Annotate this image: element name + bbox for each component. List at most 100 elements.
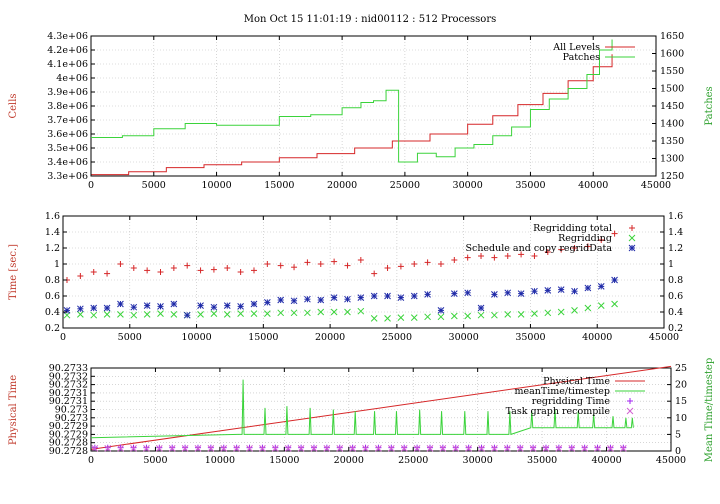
schedule-and-copy-regriddata-point-22 [357, 294, 365, 301]
task-graph-recompile-point-23 [387, 444, 395, 452]
x-tick-label: 20000 [334, 455, 364, 466]
regridding-total-point-9 [184, 262, 191, 269]
y2-tick-label: 1500 [660, 84, 684, 95]
regridding-point-41 [611, 300, 618, 308]
task-graph-recompile-point-36 [555, 444, 563, 452]
series-layer [90, 365, 672, 452]
task-graph-recompile-point-15 [284, 444, 292, 452]
schedule-and-copy-regriddata-point-35 [531, 287, 538, 295]
task-graph-recompile-point-7 [181, 444, 189, 452]
regridding-point-27 [424, 313, 431, 321]
legend-label-regridding-total: Regridding total [533, 223, 612, 234]
series-layer [63, 230, 618, 322]
schedule-and-copy-regriddata-point-30 [464, 289, 472, 297]
y2-tick-label: 15 [675, 396, 687, 407]
regridding-point-7 [157, 310, 164, 317]
x-tick-label: 10000 [201, 180, 231, 191]
regridding-total-point-19 [317, 261, 324, 267]
schedule-and-copy-regriddata-point-36 [544, 287, 552, 294]
legend-label-regridding-time: regridding Time [532, 396, 611, 407]
task-graph-recompile-point-19 [336, 444, 344, 452]
y-tick-label: 90.273 [55, 405, 88, 416]
all-levels-line [91, 54, 613, 176]
regridding-total-point-27 [424, 259, 431, 266]
regridding-total-point-10 [197, 267, 204, 274]
regridding-total-point-35 [531, 253, 538, 259]
patches-line [91, 39, 613, 163]
task-graph-recompile-point-18 [323, 444, 331, 452]
regridding-total-point-41 [611, 230, 618, 237]
schedule-and-copy-regriddata-point-28 [437, 307, 445, 314]
regridding-total-point-20 [331, 258, 338, 265]
regridding-point-31 [477, 311, 485, 319]
x-tick-label: 0 [88, 455, 94, 466]
task-graph-recompile-point-20 [349, 444, 356, 452]
task-graph-recompile-point-10 [220, 444, 228, 452]
y-axis-label: Physical Time [8, 375, 19, 445]
task-graph-recompile-point-27 [439, 444, 447, 452]
y2-tick-label: 1600 [660, 49, 684, 60]
tick-labels: 0 5000 10000 15000 20000 25000 30000 35000 40000… [47, 31, 684, 191]
schedule-and-copy-regriddata-point-27 [424, 291, 431, 298]
y2-tick-label: 1250 [660, 171, 684, 182]
x-tick-label: 20000 [315, 332, 345, 343]
regridding-total-point-31 [478, 253, 485, 259]
regridding-point-1 [77, 311, 84, 318]
regridding-point-2 [90, 311, 98, 319]
regridding-point-34 [517, 311, 525, 318]
regridding-point-5 [130, 311, 138, 319]
regridding-point-40 [597, 302, 605, 309]
y2-tick-label: 0.2 [668, 323, 683, 334]
schedule-and-copy-regriddata-point-4 [117, 300, 124, 308]
y-tick-label: 0.6 [45, 291, 60, 302]
x-tick-label: 45000 [641, 180, 671, 191]
task-graph-recompile-point-5 [155, 444, 163, 452]
regridding-point-30 [464, 312, 472, 320]
y-tick-label: 1 [54, 259, 60, 270]
regridding-point-17 [290, 309, 298, 317]
task-graph-recompile-point-35 [542, 444, 550, 452]
y-tick-label: 3.4e+06 [47, 157, 88, 168]
task-graph-recompile-point-8 [194, 444, 202, 452]
chart-title: Mon Oct 15 11:01:19 : nid00112 : 512 Pro… [244, 14, 497, 25]
task-graph-recompile-point-21 [362, 444, 369, 452]
legend-swatch-task-graph-recompile-point-0 [626, 407, 634, 415]
y-tick-label: 0.4 [45, 307, 60, 318]
schedule-and-copy-regriddata-point-10 [197, 302, 204, 309]
y2-tick-label: 5 [675, 429, 681, 440]
task-graph-recompile-point-29 [465, 444, 472, 452]
schedule-and-copy-regriddata-point-41 [611, 276, 618, 284]
x-tick-label: 45000 [649, 332, 679, 343]
regridding-point-11 [210, 310, 218, 317]
regridding-point-39 [584, 304, 592, 312]
task-graph-recompile-point-38 [581, 444, 588, 452]
y-tick-label: 4.1e+06 [47, 59, 88, 70]
legend-label-all-levels: All Levels [552, 42, 600, 53]
task-graph-recompile-point-30 [478, 444, 485, 452]
regridding-point-6 [143, 311, 151, 318]
y2-tick-label: 1450 [660, 101, 684, 112]
x-tick-label: 25000 [398, 455, 428, 466]
y-tick-label: 90.2731 [49, 388, 88, 399]
x-tick-label: 20000 [327, 180, 357, 191]
x-tick-label: 35000 [527, 455, 557, 466]
schedule-and-copy-regriddata-point-13 [237, 303, 244, 310]
regridding-point-13 [237, 310, 244, 317]
y-tick-label: 4.2e+06 [47, 45, 88, 56]
regridding-total-point-33 [504, 253, 511, 259]
regridding-point-0 [63, 311, 71, 319]
x-tick-label: 10000 [205, 455, 235, 466]
schedule-and-copy-regriddata-point-20 [330, 294, 338, 301]
y-axis-label: Time [sec.] [8, 244, 19, 300]
x-tick-label: 35000 [515, 332, 545, 343]
schedule-and-copy-regriddata-point-6 [143, 302, 151, 309]
schedule-and-copy-regriddata-point-29 [450, 290, 458, 297]
legend-label-regridding: Regridding [558, 233, 612, 244]
regridding-total-point-14 [250, 267, 257, 274]
y-tick-label: 90.2732 [49, 380, 88, 391]
y2-tick-label: 1350 [660, 136, 684, 147]
legend-swatch-regridding-point-0 [628, 234, 636, 242]
regridding-total-point-25 [397, 263, 404, 270]
